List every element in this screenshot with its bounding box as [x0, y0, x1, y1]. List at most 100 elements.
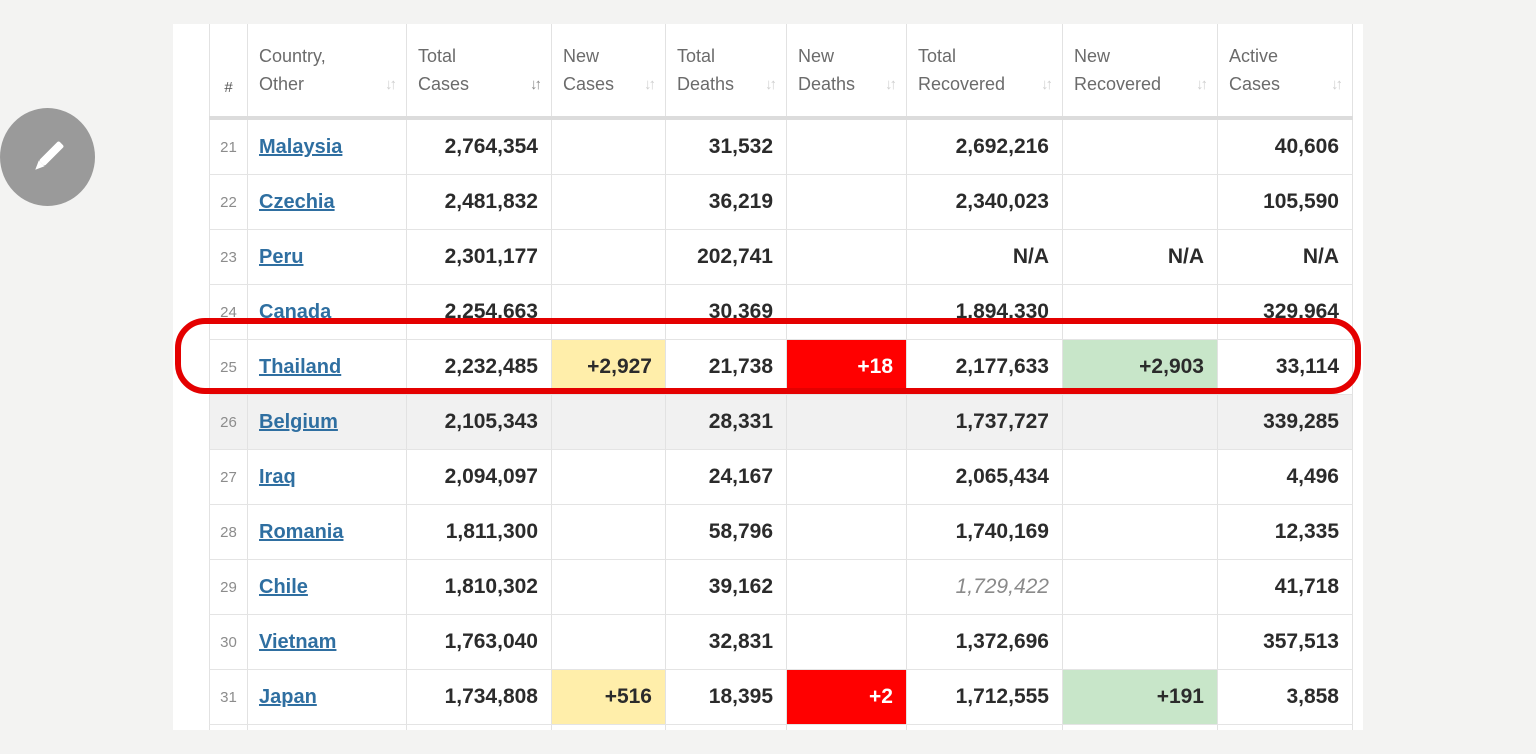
sort-icon[interactable]: ↓↑ [765, 76, 777, 93]
header-total-cases[interactable]: Total Cases ↓↑ [406, 24, 552, 120]
country-cell: Iraq [247, 449, 407, 505]
header-active-cases[interactable]: Active Cases ↓↑ [1217, 24, 1353, 120]
new-deaths-cell: +2 [786, 669, 907, 725]
header-total-cases-line2: Cases [418, 74, 470, 94]
header-country-line2: Other [259, 74, 305, 94]
new-recovered-cell [1062, 449, 1218, 505]
new-deaths-cell [786, 118, 907, 175]
country-link[interactable]: Japan [259, 686, 317, 708]
country-link[interactable]: Czechia [259, 191, 335, 213]
new-recovered-cell [1062, 504, 1218, 560]
header-total-deaths-line2: Deaths [677, 74, 735, 94]
country-link[interactable]: Iraq [259, 466, 296, 488]
new-deaths-cell: +18 [786, 339, 907, 395]
new-recovered-cell [1062, 559, 1218, 615]
table-row-highlighted: 25 Thailand 2,232,485 +2,927 21,738 +18 … [209, 339, 1353, 395]
header-new-deaths-line1: New [798, 46, 835, 66]
header-new-cases[interactable]: New Cases ↓↑ [551, 24, 666, 120]
rank-cell: 29 [209, 559, 248, 615]
total-deaths-cell: 31,532 [665, 118, 787, 175]
total-deaths-cell: 58,796 [665, 504, 787, 560]
active-cases-cell: 40,606 [1217, 118, 1353, 175]
header-country[interactable]: Country, Other ↓↑ [247, 24, 407, 120]
table-row: 29 Chile 1,810,302 39,162 1,729,422 41,7… [209, 559, 1353, 615]
country-link[interactable]: Malaysia [259, 136, 343, 158]
country-link[interactable]: Chile [259, 576, 308, 598]
new-cases-cell: +516 [551, 669, 666, 725]
header-rank[interactable]: # [209, 24, 248, 120]
new-recovered-cell [1062, 284, 1218, 340]
new-cases-cell: +2,927 [551, 339, 666, 395]
rank-cell: 31 [209, 669, 248, 725]
country-link[interactable]: Thailand [259, 356, 342, 378]
new-deaths-cell [786, 614, 907, 670]
total-recovered-cell: 2,340,023 [906, 174, 1063, 230]
country-cell: Romania [247, 504, 407, 560]
new-recovered-cell: +191 [1062, 669, 1218, 725]
header-new-recovered[interactable]: New Recovered ↓↑ [1062, 24, 1218, 120]
active-cases-cell: 3,858 [1217, 669, 1353, 725]
total-cases-cell: 2,254,663 [406, 284, 552, 340]
sort-icon[interactable]: ↓↑ [885, 76, 897, 93]
header-total-deaths-line1: Total [677, 46, 716, 66]
new-recovered-cell [1062, 174, 1218, 230]
rank-cell: 27 [209, 449, 248, 505]
sort-icon[interactable]: ↓↑ [385, 76, 397, 93]
covid-table-panel: # Country, Other ↓↑ Total Cases ↓↑ New C… [173, 24, 1363, 730]
new-deaths-cell [786, 174, 907, 230]
header-total-recovered[interactable]: Total Recovered ↓↑ [906, 24, 1063, 120]
country-cell: Vietnam [247, 614, 407, 670]
table-row-partial [209, 724, 1353, 730]
sort-active-icon[interactable]: ↓↑ [530, 76, 542, 93]
new-recovered-cell: N/A [1062, 229, 1218, 285]
total-deaths-cell: 18,395 [665, 669, 787, 725]
rank-cell [209, 724, 248, 730]
header-total-deaths[interactable]: Total Deaths ↓↑ [665, 24, 787, 120]
total-recovered-cell: N/A [906, 229, 1063, 285]
total-recovered-cell: 1,894,330 [906, 284, 1063, 340]
country-link[interactable]: Canada [259, 301, 332, 323]
active-cases-cell: 329,964 [1217, 284, 1353, 340]
sort-icon[interactable]: ↓↑ [1041, 76, 1053, 93]
total-cases-cell: 2,301,177 [406, 229, 552, 285]
country-link[interactable]: Belgium [259, 411, 338, 433]
active-cases-cell: 33,114 [1217, 339, 1353, 395]
total-recovered-cell: 2,065,434 [906, 449, 1063, 505]
sort-icon[interactable]: ↓↑ [644, 76, 656, 93]
total-deaths-cell: 30,369 [665, 284, 787, 340]
rank-cell: 25 [209, 339, 248, 395]
country-cell: Canada [247, 284, 407, 340]
rank-cell: 26 [209, 394, 248, 450]
total-cases-cell: 1,763,040 [406, 614, 552, 670]
active-cases-cell: 105,590 [1217, 174, 1353, 230]
sort-icon[interactable]: ↓↑ [1331, 76, 1343, 93]
new-deaths-cell [786, 229, 907, 285]
country-link[interactable]: Romania [259, 521, 344, 543]
country-link[interactable]: Peru [259, 246, 304, 268]
new-cases-cell [551, 504, 666, 560]
active-cases-cell: 339,285 [1217, 394, 1353, 450]
active-cases-cell: 357,513 [1217, 614, 1353, 670]
table-row: 27 Iraq 2,094,097 24,167 2,065,434 4,496 [209, 449, 1353, 505]
total-cases-cell: 1,810,302 [406, 559, 552, 615]
new-deaths-cell [786, 449, 907, 505]
active-cases-cell: 41,718 [1217, 559, 1353, 615]
total-deaths-cell: 21,738 [665, 339, 787, 395]
edit-button[interactable] [0, 108, 95, 206]
active-cases-cell [1217, 724, 1353, 730]
country-link[interactable]: Vietnam [259, 631, 337, 653]
header-new-deaths[interactable]: New Deaths ↓↑ [786, 24, 907, 120]
sort-icon[interactable]: ↓↑ [1196, 76, 1208, 93]
total-cases-cell: 1,734,808 [406, 669, 552, 725]
table-header-row: # Country, Other ↓↑ Total Cases ↓↑ New C… [209, 24, 1353, 120]
table-row: 22 Czechia 2,481,832 36,219 2,340,023 10… [209, 174, 1353, 230]
new-cases-cell [551, 449, 666, 505]
country-cell: Peru [247, 229, 407, 285]
new-cases-cell [551, 229, 666, 285]
header-new-recovered-line1: New [1074, 46, 1111, 66]
country-cell: Belgium [247, 394, 407, 450]
rank-cell: 28 [209, 504, 248, 560]
new-cases-cell [551, 174, 666, 230]
table-row: 26 Belgium 2,105,343 28,331 1,737,727 33… [209, 394, 1353, 450]
total-recovered-cell: 1,740,169 [906, 504, 1063, 560]
